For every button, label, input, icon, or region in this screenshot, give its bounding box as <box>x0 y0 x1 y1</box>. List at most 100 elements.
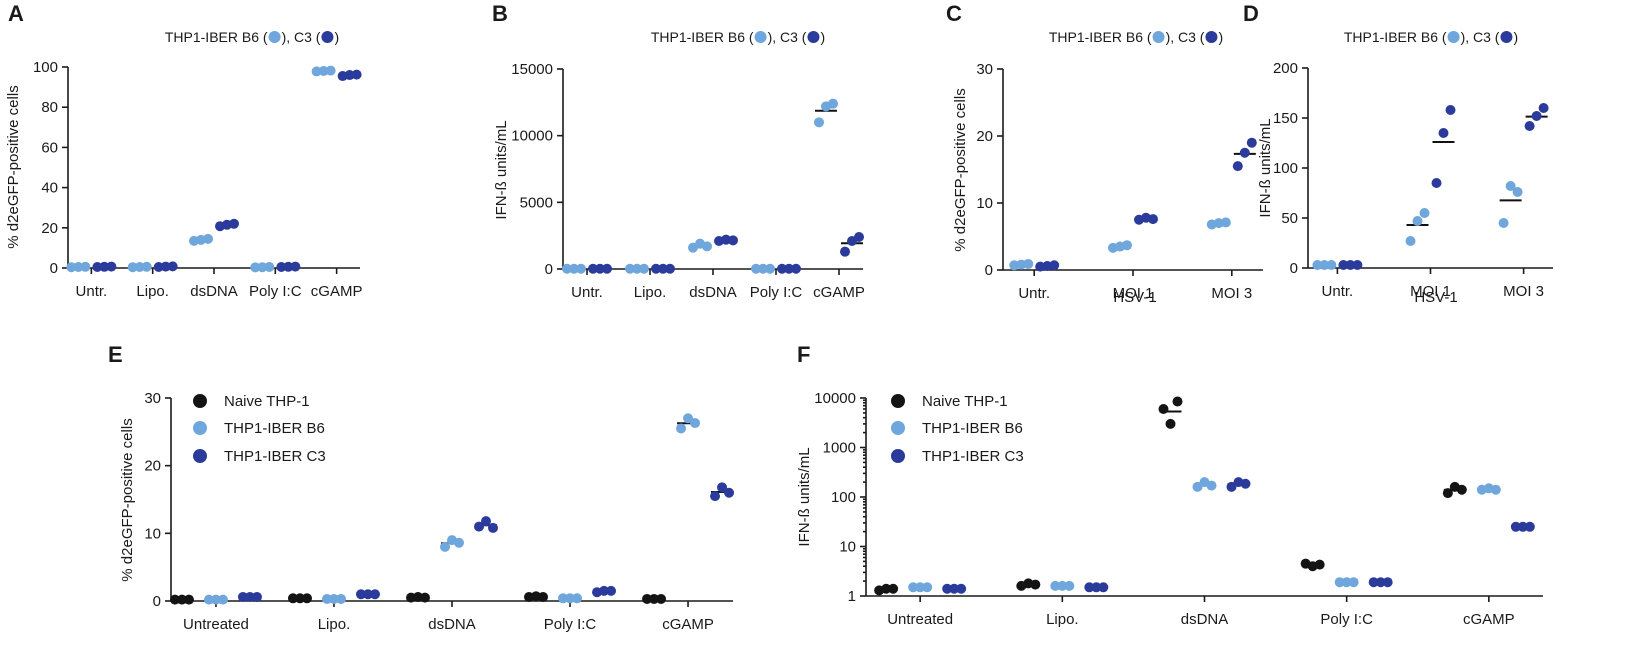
legend-label: THP1-IBER B6 <box>224 420 325 437</box>
data-point <box>80 261 91 272</box>
data-point <box>1490 484 1501 495</box>
y-tick-label: 10 <box>976 195 993 212</box>
data-point <box>908 582 919 593</box>
y-axis-label: IFN-ß units/mL <box>1257 118 1274 217</box>
data-point <box>649 593 660 604</box>
data-point <box>1405 236 1416 246</box>
data-point <box>658 263 668 274</box>
data-point <box>942 583 953 594</box>
data-point <box>369 589 380 600</box>
data-point <box>881 583 892 594</box>
data-point <box>176 594 187 605</box>
y-tick-label: 30 <box>144 390 161 407</box>
data-point <box>1312 260 1323 270</box>
x-tick-label: Poly I:C <box>249 283 302 300</box>
x-tick-label: MOI 3 <box>1211 285 1252 302</box>
data-point <box>203 233 213 244</box>
data-point <box>66 262 77 273</box>
legend-marker <box>193 394 207 408</box>
data-point <box>1345 260 1356 270</box>
data-point <box>1412 216 1423 226</box>
y-tick-label: 150 <box>1273 110 1298 127</box>
x-tick-label: MOI 1 <box>1113 285 1154 302</box>
data-point <box>665 263 675 274</box>
x-tick-label: cGAMP <box>662 616 714 633</box>
data-point <box>683 413 694 424</box>
data-point <box>294 593 305 604</box>
panel-title: THP1-IBER B6 ( ), C3 ( ) <box>1344 29 1518 45</box>
data-point <box>758 263 768 274</box>
legend-label: Naive THP-1 <box>224 393 310 410</box>
x-tick-label: MOI 1 <box>1410 283 1451 300</box>
data-point <box>656 593 667 604</box>
data-point <box>599 585 610 596</box>
legend-label: THP1-IBER B6 <box>922 420 1023 437</box>
title-marker-c3 <box>1205 31 1218 43</box>
x-tick-label: Lipo. <box>1046 611 1079 628</box>
data-point <box>651 263 661 274</box>
legend-marker <box>193 421 207 435</box>
x-tick-label: dsDNA <box>689 284 737 301</box>
data-point <box>956 583 967 594</box>
data-point <box>203 594 214 605</box>
data-point <box>595 263 605 274</box>
data-point <box>335 593 346 604</box>
data-point <box>717 482 728 493</box>
data-point <box>454 537 464 548</box>
data-point <box>569 263 579 274</box>
data-point <box>73 261 84 272</box>
y-tick-label: 100 <box>831 489 856 506</box>
data-point <box>1375 577 1386 588</box>
x-tick-label: Poly I:C <box>544 616 597 633</box>
data-point <box>276 261 287 272</box>
x-tick-label: Untr. <box>1322 283 1354 300</box>
data-point <box>1338 260 1349 270</box>
data-point <box>1442 488 1453 499</box>
legend-marker <box>891 394 905 408</box>
data-point <box>328 593 339 604</box>
y-tick-label: 20 <box>976 128 993 145</box>
data-point <box>915 582 926 593</box>
data-point <box>1382 577 1393 588</box>
data-point <box>632 263 642 274</box>
x-tick-label: dsDNA <box>428 616 476 633</box>
panel-title: THP1-IBER B6 ( ), C3 ( ) <box>1049 29 1223 45</box>
data-point <box>1524 521 1535 532</box>
data-point <box>1172 396 1183 407</box>
data-point <box>1057 580 1068 591</box>
data-point <box>1319 260 1330 270</box>
data-point <box>1023 258 1034 269</box>
data-point <box>642 593 653 604</box>
data-point <box>1064 580 1075 591</box>
y-tick-label: 0 <box>153 593 161 610</box>
data-point <box>1084 582 1095 593</box>
panel-f: F 1 10 100 1000 10000 IFN-ß units/mL Untreated L… <box>796 342 1543 628</box>
x-tick-label: cGAMP <box>813 284 865 301</box>
legend-marker <box>193 449 207 463</box>
legend-label: THP1-IBER C3 <box>922 448 1024 465</box>
data-point <box>828 98 838 109</box>
data-point <box>1498 218 1509 228</box>
data-point <box>362 589 373 600</box>
panel-c: C THP1-IBER B6 ( ), C3 ( ) 0 10 20 30 % d2eGFP… <box>946 1 1263 306</box>
data-point <box>92 261 103 272</box>
data-point <box>481 516 491 527</box>
y-tick-label: 1 <box>848 588 856 605</box>
data-point <box>1122 240 1132 251</box>
data-point <box>283 261 294 272</box>
x-axis-label: HSV-1 <box>1414 289 1457 306</box>
data-point <box>229 218 239 229</box>
data-point <box>1368 577 1379 588</box>
panel-d: D THP1-IBER B6 ( ), C3 ( ) 0 50 100 150 200 IFN… <box>1243 1 1553 306</box>
panel-letter: A <box>8 1 24 26</box>
data-point <box>949 583 960 594</box>
data-point <box>1524 121 1535 131</box>
y-tick-label: 15000 <box>511 61 553 78</box>
y-tick-label: 40 <box>41 180 58 197</box>
legend: Naive THP-1 THP1-IBER B6 THP1-IBER C3 <box>193 393 326 465</box>
data-point <box>1148 214 1158 225</box>
data-point <box>1512 187 1523 197</box>
panel-b: B THP1-IBER B6 ( ), C3 ( ) 0 5000 10000 15000… <box>492 1 865 301</box>
data-point <box>1192 481 1203 492</box>
y-axis-label: % d2eGFP-positive cells <box>5 85 22 248</box>
